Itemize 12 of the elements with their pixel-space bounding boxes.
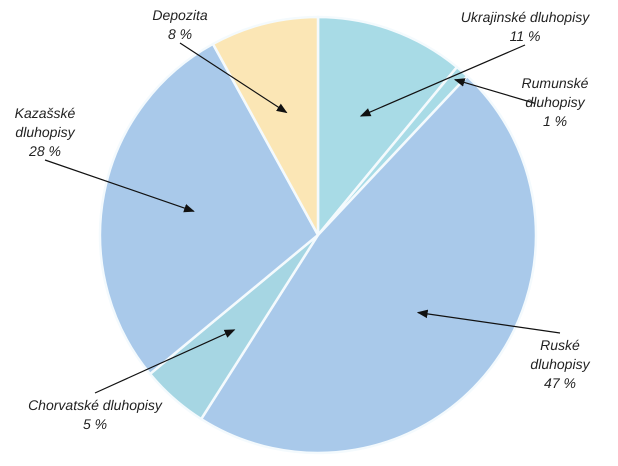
slice-label: Ruské dluhopisy [530,337,591,372]
data-label: 11 % [510,28,540,44]
data-label: 5 % [82,416,108,432]
slice-label: Rumunské dluhopisy [522,75,589,110]
data-label: 28 % [28,143,61,159]
slice-label: Ukrajinské dluhopisy [460,9,590,25]
data-label: 8 % [168,26,192,42]
slice-label: Chorvatské dluhopisy [28,397,163,413]
data-label: 47 % [544,375,576,391]
slice-label: Kazašské dluhopisy [14,105,76,140]
slice-label: Depozita [152,7,208,23]
data-label: 1 % [542,113,568,129]
